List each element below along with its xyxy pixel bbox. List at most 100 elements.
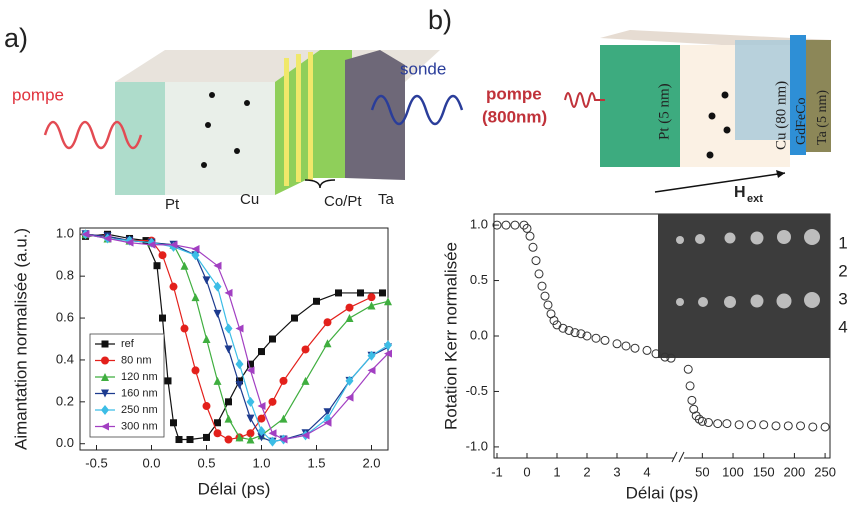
arrowhead	[776, 170, 785, 178]
marker	[235, 324, 244, 333]
marker	[213, 376, 222, 385]
legend-box	[89, 333, 165, 438]
layer-label: Cu	[240, 191, 259, 208]
layer-label: Ta	[378, 191, 395, 208]
marker	[600, 335, 610, 345]
wavelength-label: (800nm)	[482, 107, 547, 126]
series-line	[85, 233, 389, 441]
marker	[269, 335, 276, 343]
copt-stripe	[296, 54, 301, 182]
layer-label: Pt (5 nm)	[656, 83, 672, 140]
marker	[169, 282, 178, 291]
ta-layer	[806, 40, 831, 152]
marker	[180, 324, 189, 333]
y-tick-label: 0.0	[56, 435, 74, 450]
marker	[257, 426, 266, 437]
marker	[246, 366, 255, 375]
layer-label: Co/Pt	[324, 193, 362, 210]
diagram-b: pompe (800nm) Pt (5 nm) Cu (80 nm) GdFeC…	[482, 30, 832, 205]
marker	[689, 404, 699, 414]
field-arrow	[654, 172, 786, 193]
marker	[558, 323, 568, 333]
x-tick-label: 3	[613, 464, 620, 479]
inset-label: 2	[838, 261, 847, 280]
y-axis-label: Aimantation normalisée (a.u.)	[11, 228, 30, 450]
axis-break-gap	[674, 452, 684, 464]
probe-label: sonde	[400, 59, 446, 78]
pump-wave	[43, 120, 143, 150]
x-tick-label: 200	[784, 464, 806, 479]
probe-wave	[370, 94, 464, 126]
marker	[783, 421, 793, 431]
y-tick-label: 1.0	[56, 226, 74, 241]
inset-label: 1	[838, 233, 847, 252]
electron	[708, 112, 716, 120]
layer-label: GdFeCo	[794, 98, 809, 145]
marker	[246, 414, 255, 423]
electron	[721, 91, 729, 99]
legend-label: ref	[121, 338, 135, 350]
x-tick-label: -0.5	[85, 455, 107, 470]
marker	[642, 345, 652, 355]
marker	[345, 393, 354, 402]
marker	[492, 220, 502, 230]
marker	[235, 381, 244, 390]
inset-label: 4	[838, 317, 847, 336]
x-axis-label: Délai (ps)	[626, 483, 699, 502]
marker	[170, 419, 177, 427]
marker	[225, 398, 232, 406]
marker	[651, 349, 661, 359]
marker	[384, 349, 392, 358]
cu-side	[735, 40, 790, 140]
marker	[301, 376, 310, 385]
legend-label: 250 nm	[121, 404, 158, 416]
marker	[734, 420, 744, 430]
marker	[101, 389, 109, 398]
marker	[522, 223, 532, 233]
marker	[213, 429, 222, 438]
marker	[213, 309, 222, 318]
marker	[808, 422, 818, 432]
marker	[235, 433, 244, 442]
marker	[247, 360, 254, 368]
marker	[164, 377, 172, 385]
marker	[666, 353, 676, 363]
plot-frame	[79, 227, 389, 451]
marker	[525, 231, 535, 241]
marker	[534, 269, 544, 279]
marker	[246, 435, 255, 444]
marker	[235, 359, 244, 370]
electron	[205, 122, 211, 128]
pump-wave	[564, 92, 605, 108]
marker	[279, 414, 288, 423]
x-tick-label: 0.0	[142, 455, 160, 470]
electron	[706, 151, 714, 159]
pump-label: pompe	[12, 85, 64, 104]
marker	[384, 340, 392, 351]
marker	[257, 433, 266, 442]
marker	[101, 422, 109, 431]
marker	[279, 376, 288, 385]
x-tick-label: 0.5	[197, 455, 215, 470]
marker	[345, 375, 354, 386]
marker	[796, 421, 806, 431]
marker	[685, 381, 695, 391]
electron	[209, 92, 215, 98]
legend-label: 300 nm	[121, 420, 158, 432]
marker	[345, 314, 354, 323]
marker	[153, 262, 161, 270]
marker	[191, 293, 200, 302]
marker	[531, 256, 541, 266]
marker	[158, 251, 167, 260]
gdfeco-layer	[790, 35, 806, 155]
inset-dots	[676, 229, 820, 309]
marker	[175, 436, 183, 444]
marker	[691, 411, 701, 421]
y-tick-label: 0.4	[56, 351, 74, 366]
x-tick-label: 150	[753, 464, 775, 479]
marker	[101, 373, 109, 381]
marker	[703, 418, 713, 428]
marker	[367, 366, 376, 375]
field-label: H	[734, 184, 746, 201]
marker	[186, 436, 194, 444]
